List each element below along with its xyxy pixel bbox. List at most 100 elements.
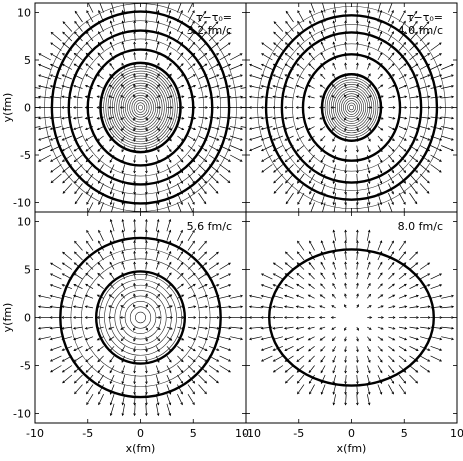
flow-arrow-head bbox=[331, 305, 335, 308]
flow-arrow bbox=[409, 164, 418, 173]
flow-arrow-head bbox=[319, 127, 323, 131]
flow-arrow bbox=[441, 74, 454, 80]
flow-arrow bbox=[85, 336, 94, 341]
flow-arrow-head bbox=[261, 53, 264, 56]
flow-arrow-head bbox=[204, 159, 208, 163]
x-axis-label: x(fm) bbox=[337, 442, 367, 455]
flow-arrow-head bbox=[61, 369, 65, 373]
flow-arrow-head bbox=[392, 95, 396, 99]
flow-arrow-head bbox=[344, 83, 347, 87]
flow-arrow-head bbox=[49, 348, 53, 351]
flow-arrow-head bbox=[61, 138, 65, 141]
flow-arrow-head bbox=[74, 10, 78, 14]
flow-arrow bbox=[398, 355, 407, 362]
flow-arrow-head bbox=[356, 94, 359, 98]
flow-arrow bbox=[134, 365, 136, 373]
flow-arrow-head bbox=[109, 73, 112, 77]
flow-arrow bbox=[398, 240, 406, 251]
flow-arrow bbox=[155, 262, 160, 270]
flow-arrow-head bbox=[404, 74, 407, 77]
flow-arrow bbox=[332, 272, 337, 280]
flow-arrow-head bbox=[416, 95, 420, 99]
flow-arrow bbox=[388, 173, 394, 184]
flow-arrow-head bbox=[379, 272, 383, 276]
flow-arrow-head bbox=[122, 0, 124, 2]
flow-arrow bbox=[73, 306, 83, 309]
flow-arrow-head bbox=[228, 348, 232, 351]
flow-arrow-head bbox=[180, 359, 184, 363]
flow-arrow-head bbox=[204, 251, 208, 255]
flow-arrow-head bbox=[145, 117, 148, 121]
flow-arrow bbox=[344, 355, 347, 363]
flow-arrow bbox=[98, 251, 104, 261]
flow-arrow-head bbox=[228, 138, 232, 141]
flow-arrow-head bbox=[181, 116, 185, 120]
flow-arrow-head bbox=[249, 294, 252, 298]
flow-arrow-head bbox=[38, 53, 42, 56]
flow-arrow-head bbox=[228, 63, 232, 67]
flow-arrow bbox=[419, 53, 430, 61]
flow-arrow-head bbox=[273, 191, 277, 194]
flow-arrow-head bbox=[181, 106, 185, 109]
flow-arrow bbox=[122, 42, 126, 51]
flow-arrow bbox=[366, 202, 370, 212]
flow-arrow bbox=[38, 96, 51, 99]
flow-arrow bbox=[377, 164, 383, 173]
flow-arrow bbox=[156, 294, 160, 299]
flow-arrow-head bbox=[332, 138, 335, 142]
flow-arrow bbox=[366, 240, 370, 251]
flow-arrow bbox=[73, 116, 83, 119]
flow-arrow bbox=[156, 126, 160, 131]
flow-arrow bbox=[85, 326, 94, 329]
flow-arrow bbox=[85, 273, 94, 280]
flow-arrow-head bbox=[404, 138, 407, 141]
flow-arrow-head bbox=[249, 127, 252, 131]
flow-arrow-head bbox=[272, 74, 276, 77]
flow-arrow bbox=[377, 31, 382, 42]
flow-arrow-head bbox=[356, 213, 358, 215]
flow-arrow bbox=[86, 240, 94, 251]
flow-arrow bbox=[109, 262, 115, 270]
flow-arrow-head bbox=[228, 148, 232, 152]
flow-arrow bbox=[177, 346, 184, 352]
flow-arrow bbox=[177, 240, 183, 251]
flow-arrow bbox=[111, 202, 115, 212]
flow-arrow bbox=[388, 346, 395, 352]
flow-arrow-head bbox=[296, 283, 300, 287]
flow-arrow bbox=[73, 126, 83, 130]
flow-arrow-head bbox=[285, 31, 288, 35]
flow-arrow bbox=[198, 21, 207, 32]
flow-arrow-head bbox=[451, 84, 454, 88]
flow-arrow bbox=[109, 272, 115, 280]
flow-arrow-head bbox=[61, 348, 65, 351]
flow-arrow bbox=[284, 126, 294, 130]
flow-arrow bbox=[74, 374, 83, 384]
thick-contour bbox=[67, 29, 214, 186]
flow-arrow bbox=[333, 202, 337, 212]
flow-arrow-head bbox=[216, 116, 220, 120]
flow-arrow-head bbox=[379, 240, 383, 244]
flow-arrow-head bbox=[228, 74, 232, 77]
flow-arrow-head bbox=[61, 127, 65, 131]
x-tick-label: 5 bbox=[401, 427, 408, 440]
flow-arrow-head bbox=[121, 202, 125, 206]
flow-arrow-head bbox=[145, 250, 148, 254]
flow-arrow-head bbox=[37, 326, 41, 330]
flow-arrow bbox=[219, 164, 231, 173]
flow-arrow-head bbox=[156, 413, 160, 417]
flow-arrow-head bbox=[320, 391, 324, 395]
flow-arrow bbox=[388, 126, 395, 131]
flow-arrow bbox=[366, 21, 370, 32]
flow-arrow-head bbox=[427, 159, 431, 162]
flow-arrow bbox=[166, 403, 171, 416]
flow-arrow-head bbox=[248, 95, 252, 99]
flow-arrow-head bbox=[133, 338, 136, 342]
flow-arrow bbox=[219, 306, 231, 309]
flow-arrow-head bbox=[391, 391, 394, 395]
flow-arrow-head bbox=[216, 316, 220, 319]
flow-arrow bbox=[419, 135, 430, 141]
flow-arrow bbox=[388, 365, 395, 373]
flow-arrow bbox=[333, 42, 337, 51]
flow-arrow bbox=[134, 240, 136, 251]
flow-arrow-head bbox=[344, 293, 347, 297]
